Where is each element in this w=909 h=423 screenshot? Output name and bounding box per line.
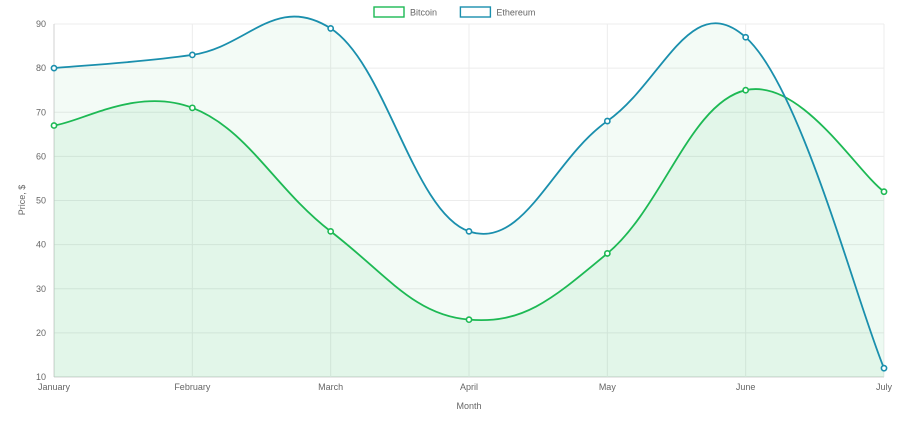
x-tick-label: March (318, 382, 343, 392)
y-tick-label: 10 (36, 372, 46, 382)
data-point-bitcoin[interactable] (188, 104, 196, 112)
x-tick-label: February (174, 382, 211, 392)
x-tick-label: July (876, 382, 893, 392)
legend-item-ethereum[interactable]: Ethereum (459, 6, 535, 18)
x-tick-label: June (736, 382, 756, 392)
y-axis-title: Price, $ (17, 185, 27, 216)
data-point-bitcoin[interactable] (465, 316, 473, 324)
data-point-ethereum[interactable] (465, 227, 473, 235)
y-tick-label: 90 (36, 19, 46, 29)
legend-label: Ethereum (496, 8, 535, 18)
legend-swatch (459, 6, 492, 18)
series-points (50, 25, 888, 372)
data-point-ethereum[interactable] (327, 25, 335, 32)
y-tick-label: 40 (36, 240, 46, 250)
legend: Bitcoin Ethereum (373, 6, 535, 18)
grid-lines (53, 23, 885, 378)
data-point-ethereum[interactable] (50, 64, 58, 72)
y-tick-label: 60 (36, 151, 46, 161)
x-axis-tick-labels: January February March April May June July (38, 382, 893, 392)
data-point-bitcoin[interactable] (880, 188, 888, 196)
y-tick-label: 20 (36, 328, 46, 338)
data-point-bitcoin[interactable] (50, 122, 58, 129)
y-tick-label: 70 (36, 107, 46, 117)
x-axis-title: Month (456, 401, 481, 411)
data-point-ethereum[interactable] (188, 51, 196, 59)
data-point-bitcoin[interactable] (327, 227, 335, 235)
series-line-ethereum (53, 15, 885, 369)
y-tick-label: 30 (36, 284, 46, 294)
series-area-ethereum (54, 16, 884, 377)
x-tick-label: January (38, 382, 71, 392)
x-tick-label: April (460, 382, 478, 392)
y-tick-label: 50 (36, 196, 46, 206)
y-tick-label: 80 (36, 63, 46, 73)
data-point-bitcoin[interactable] (603, 250, 611, 257)
data-point-ethereum[interactable] (742, 33, 750, 41)
data-point-ethereum[interactable] (603, 117, 611, 125)
data-point-bitcoin[interactable] (742, 86, 750, 94)
legend-swatch (373, 6, 405, 18)
legend-label: Bitcoin (410, 8, 437, 18)
y-axis-tick-labels: 10 20 30 40 50 60 70 80 90 (36, 19, 46, 382)
x-tick-label: May (599, 382, 617, 392)
data-point-ethereum[interactable] (880, 364, 888, 372)
legend-item-bitcoin[interactable]: Bitcoin (373, 6, 437, 18)
